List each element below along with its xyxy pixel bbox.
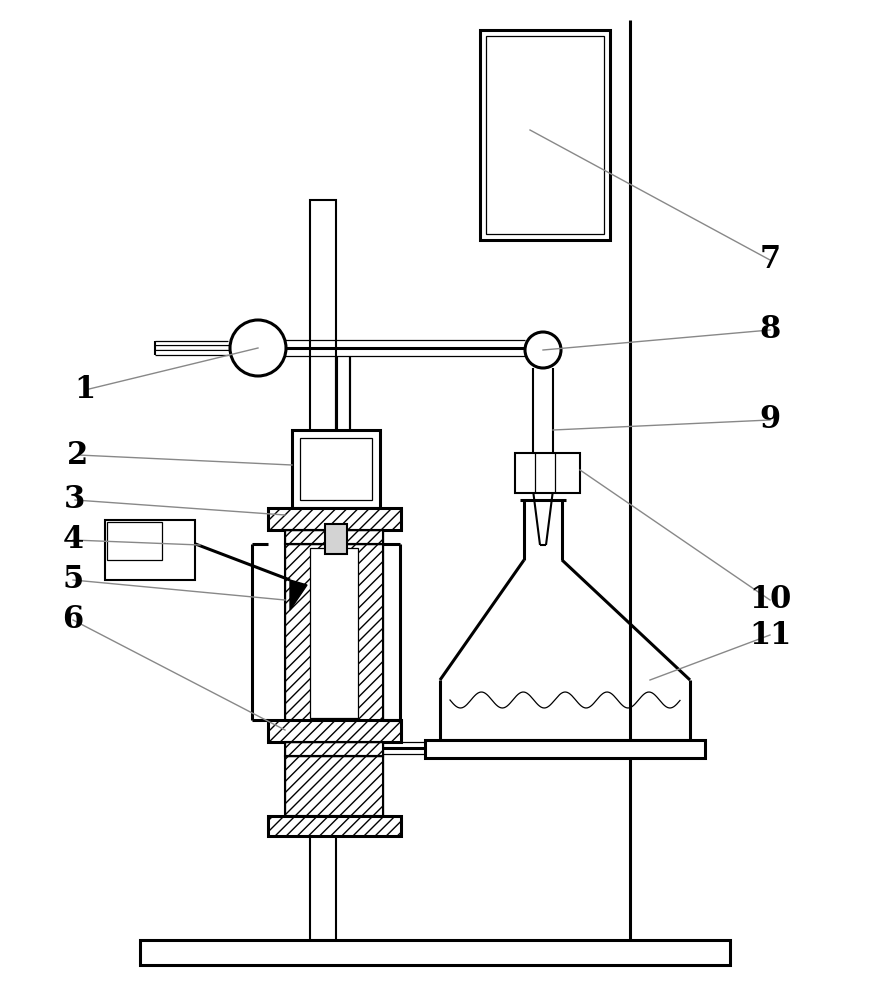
Bar [325,524,347,554]
Bar [480,30,610,240]
Text: 6: 6 [62,604,83,636]
Bar [268,508,401,530]
Bar [268,508,401,530]
Bar [285,756,383,816]
Bar [310,200,336,940]
Text: 10: 10 [749,584,791,615]
Circle shape [525,332,561,368]
Bar [300,438,372,500]
Bar [268,720,401,742]
Bar [292,430,380,508]
Bar [285,544,383,722]
Text: 7: 7 [759,244,781,275]
Bar [285,756,383,816]
Polygon shape [290,580,307,610]
Text: 1: 1 [74,374,95,406]
Bar [105,520,195,580]
Bar [310,548,358,718]
Text: 3: 3 [64,485,86,516]
Bar [268,816,401,836]
Bar [107,522,162,560]
Bar [140,940,730,965]
Bar [268,720,401,742]
Bar [268,816,401,836]
Bar [285,530,383,544]
Bar [515,453,580,493]
Text: 11: 11 [749,619,791,650]
Text: 8: 8 [759,314,781,346]
Bar [285,742,383,756]
Text: 4: 4 [62,524,83,556]
Bar [285,544,383,722]
Circle shape [230,320,286,376]
Text: 9: 9 [759,404,781,436]
Text: 5: 5 [62,564,83,595]
Bar [425,740,705,758]
Text: 2: 2 [67,440,88,471]
Bar [486,36,604,234]
Bar [285,742,383,756]
Bar [285,530,383,544]
